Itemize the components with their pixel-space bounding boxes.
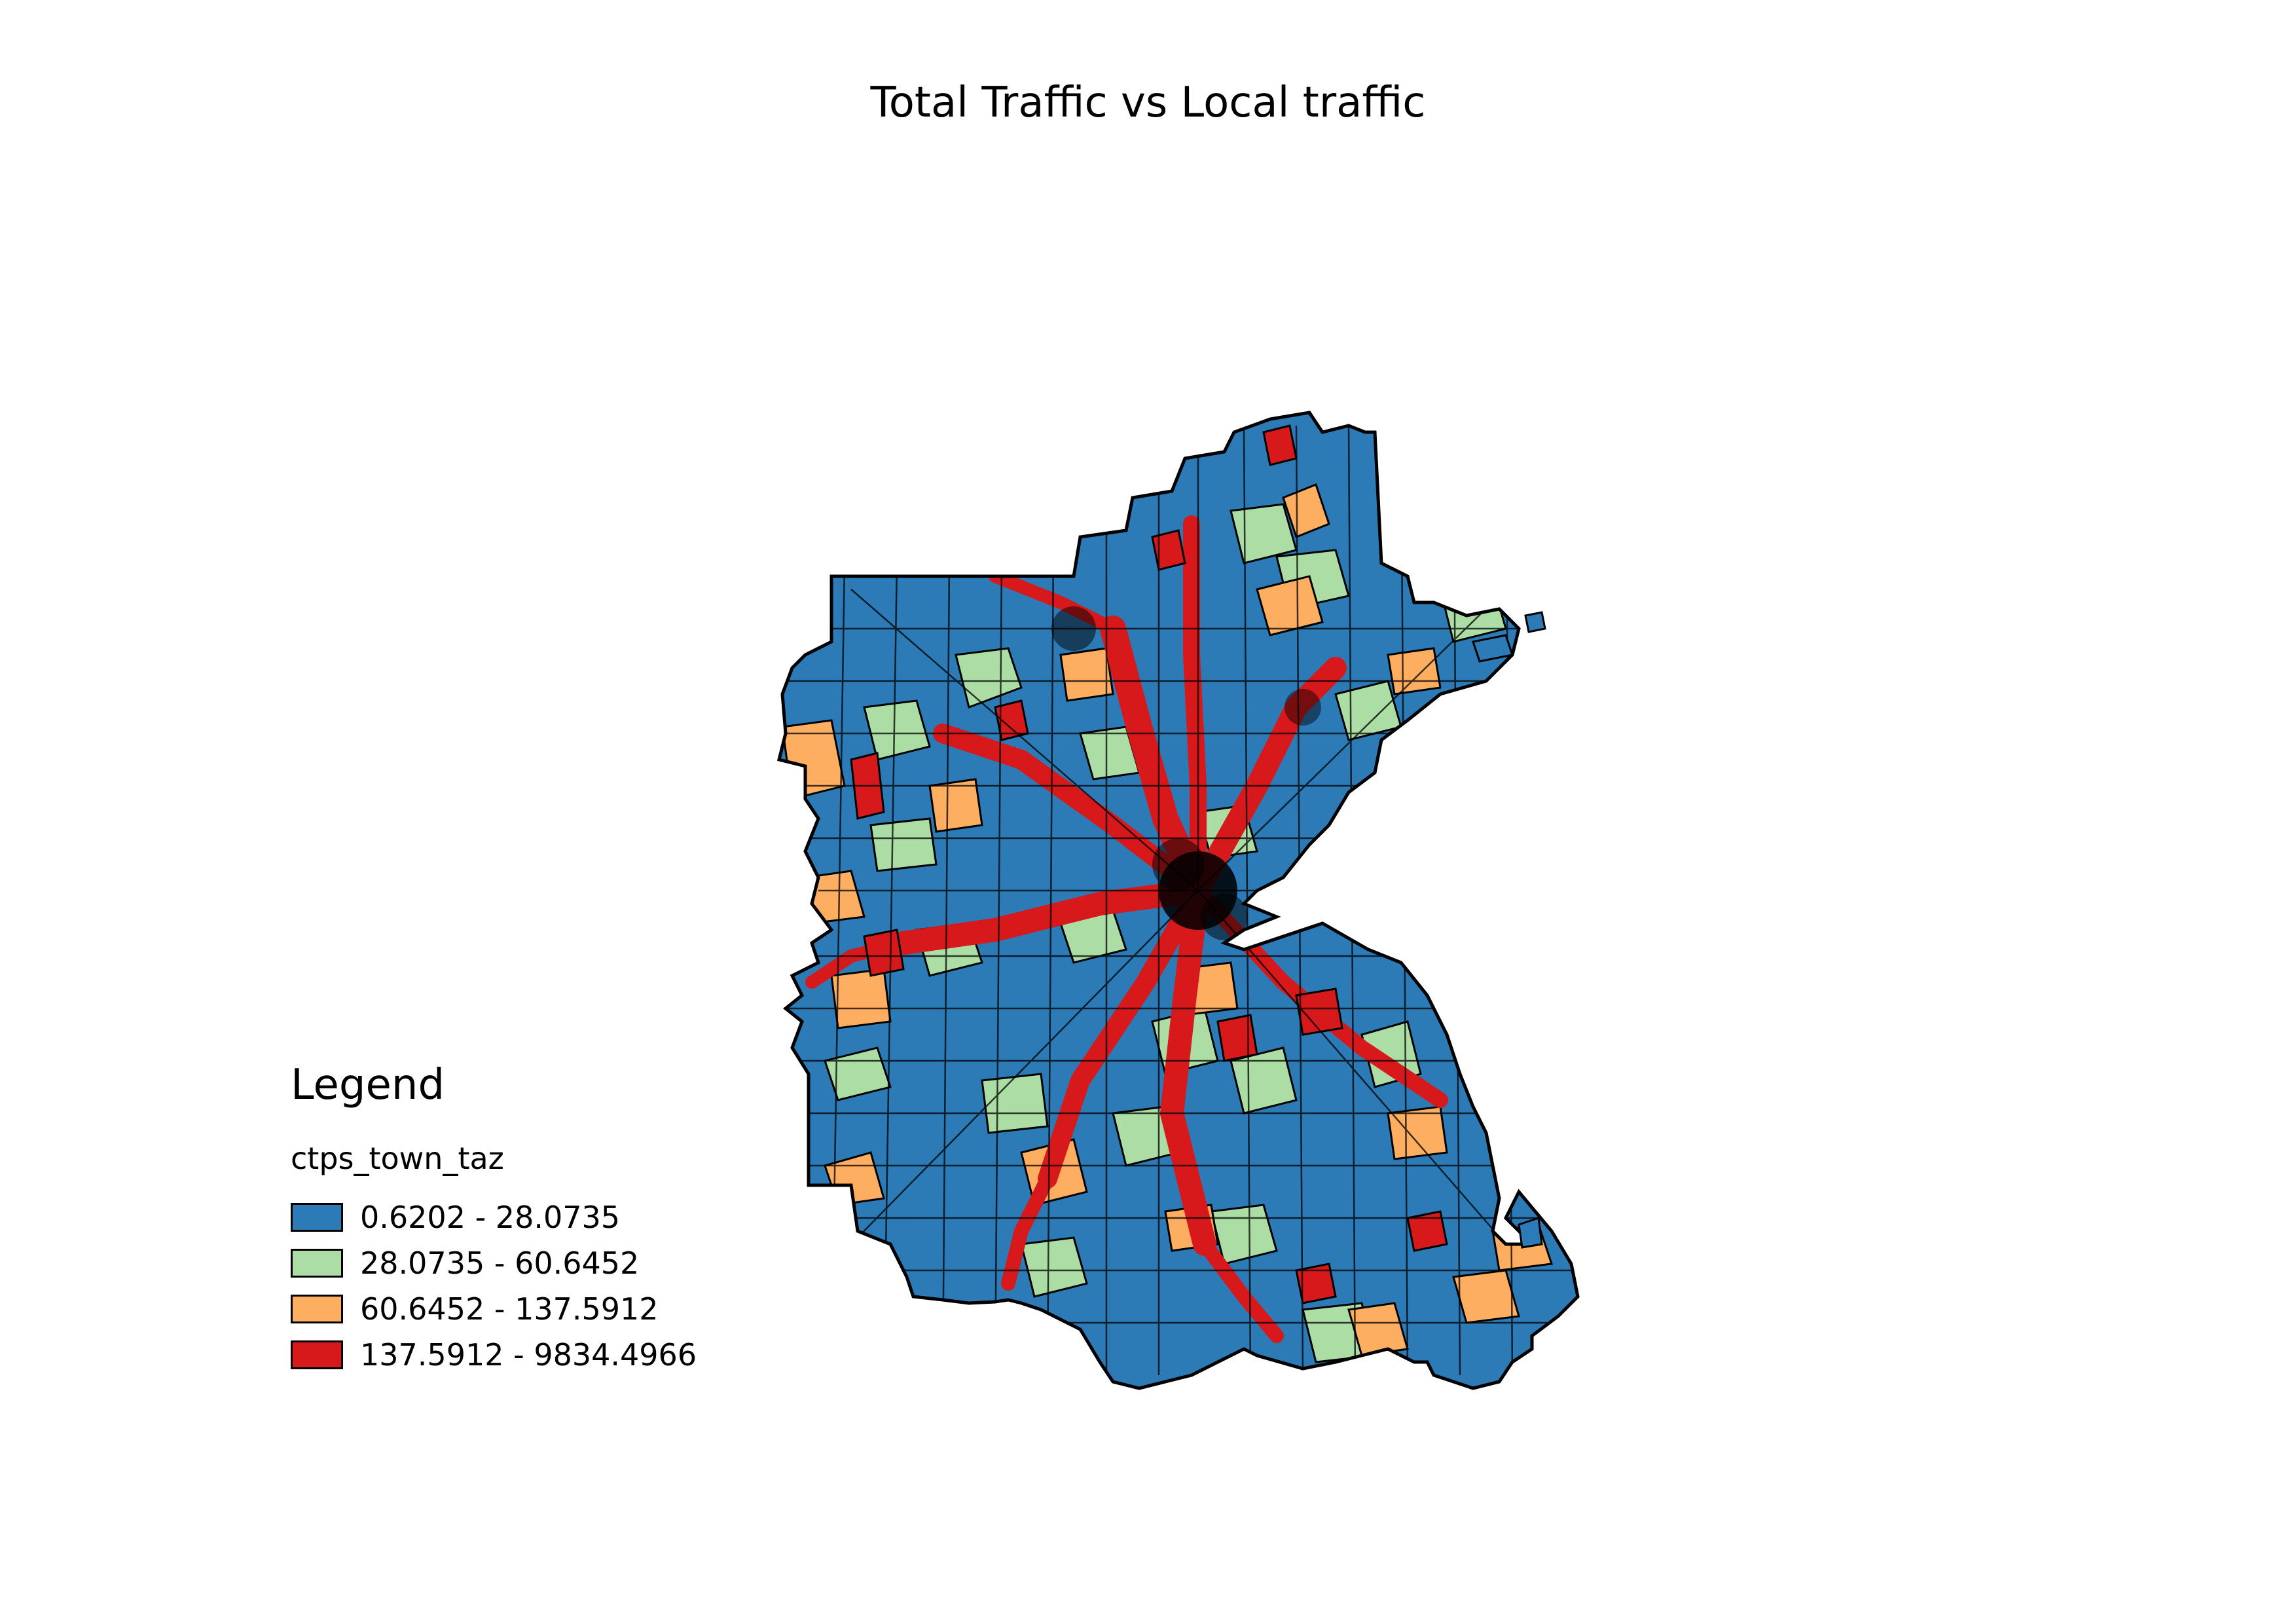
legend-swatch (291, 1295, 343, 1323)
map-title: Total Traffic vs Local traffic (870, 79, 1426, 127)
legend: Legend ctps_town_taz 0.6202 - 28.0735 28… (291, 1061, 697, 1378)
legend-label: 28.0735 - 60.6452 (360, 1246, 640, 1281)
legend-layer-name: ctps_town_taz (291, 1141, 504, 1176)
legend-item: 28.0735 - 60.6452 (291, 1240, 697, 1286)
legend-swatch (291, 1203, 343, 1232)
legend-swatch (291, 1340, 343, 1369)
legend-swatch (291, 1249, 343, 1278)
legend-label: 60.6452 - 137.5912 (360, 1291, 659, 1327)
map-region (779, 413, 1578, 1388)
legend-label: 0.6202 - 28.0735 (360, 1200, 621, 1235)
legend-item: 60.6452 - 137.5912 (291, 1286, 697, 1332)
legend-item: 0.6202 - 28.0735 (291, 1194, 697, 1240)
legend-label: 137.5912 - 9834.4966 (360, 1337, 697, 1373)
legend-item: 137.5912 - 9834.4966 (291, 1332, 697, 1378)
legend-heading: Legend (291, 1061, 445, 1109)
